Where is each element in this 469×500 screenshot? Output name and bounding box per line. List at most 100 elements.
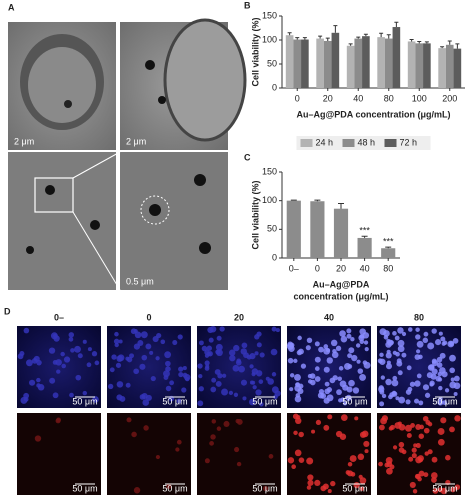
column-label: 80 <box>414 312 424 322</box>
cell-dot <box>397 327 404 334</box>
cell-dot <box>414 380 421 387</box>
cell-dot <box>223 420 230 427</box>
fluorescence-image <box>17 413 101 495</box>
bar <box>323 40 332 88</box>
cell-dot <box>182 366 187 371</box>
cell-dot <box>248 398 256 406</box>
cell-dot <box>314 356 321 363</box>
cell-dot <box>364 449 369 454</box>
cell-dot <box>289 387 294 392</box>
cell-dot <box>77 353 83 359</box>
cell-dot <box>107 383 114 390</box>
cell-dot <box>216 349 223 357</box>
cell-dot <box>346 328 352 334</box>
cell-dot <box>444 388 450 393</box>
cell-dot <box>439 352 446 359</box>
cell-dot <box>345 470 351 475</box>
cell-dot <box>165 385 172 392</box>
cell-dot <box>350 337 355 342</box>
cell-dot <box>348 379 355 387</box>
error-bar <box>424 41 429 44</box>
cell-dot <box>74 345 81 353</box>
cell-dot <box>412 489 418 494</box>
cell-dot <box>75 374 82 381</box>
cell-dot <box>347 353 352 359</box>
highlight <box>140 195 170 225</box>
cell-dot <box>416 349 421 354</box>
cell-dot <box>117 354 125 362</box>
cell-dot <box>401 331 407 337</box>
cell-dot <box>271 386 279 394</box>
error-bar <box>302 37 307 40</box>
cell-dot <box>320 485 327 492</box>
panel-label: A <box>8 2 15 12</box>
cell-dot <box>380 375 385 380</box>
cell-dot <box>406 432 412 439</box>
y-tick-label: 50 <box>267 224 277 234</box>
cell-dot <box>307 373 313 379</box>
cell-dot <box>378 461 383 467</box>
cell-dot <box>25 359 33 367</box>
cell-dot <box>307 479 314 486</box>
cell-dot <box>432 488 439 494</box>
cell-dot <box>415 424 422 430</box>
cell-dot <box>307 474 314 481</box>
cell-dot <box>36 377 41 383</box>
bar <box>453 48 462 88</box>
cell-dot <box>235 418 240 424</box>
cell-dot <box>176 439 182 445</box>
cell-dot <box>178 366 184 372</box>
legend-label: 72 h <box>400 137 418 147</box>
cell-dot <box>383 330 390 337</box>
x-tick-label: 80 <box>384 93 394 103</box>
cell-dot <box>116 381 124 388</box>
cell-dot <box>216 335 222 341</box>
cell-dot <box>343 401 348 406</box>
cell-dot <box>401 449 407 455</box>
scale-bar-label: 50 μm <box>252 483 277 493</box>
cell-dot <box>409 481 416 488</box>
cell-dot <box>392 445 398 450</box>
bar <box>301 39 309 88</box>
particle <box>90 220 100 230</box>
cell-dot <box>380 417 388 425</box>
cell-dot <box>352 387 360 394</box>
bar <box>415 43 424 88</box>
cell-dot <box>163 370 170 378</box>
cell-dot <box>418 400 424 406</box>
scale-bar-label: 2 μm <box>14 136 34 146</box>
cell-dot <box>222 373 227 378</box>
particle <box>199 242 211 254</box>
cell-dot <box>431 328 437 334</box>
bar <box>310 201 325 258</box>
cell-dot <box>155 356 160 361</box>
cell-dot <box>143 425 149 431</box>
cell-dot <box>323 344 329 349</box>
bar <box>445 44 454 88</box>
cell-dot <box>242 396 247 401</box>
cell-dot <box>417 476 422 482</box>
legend-label: 48 h <box>358 137 376 147</box>
cell-dot <box>395 351 400 357</box>
cell-dot <box>175 447 180 452</box>
cell-dot <box>215 343 223 351</box>
micrographs: 2 μm 2 μm 0.5 μm <box>8 18 247 291</box>
cell-dot <box>169 380 175 386</box>
error-bar <box>417 40 422 44</box>
error-bar <box>440 46 445 49</box>
cell-dot <box>363 361 371 369</box>
cell-dot <box>449 354 456 362</box>
x-tick-label: 80 <box>383 263 393 273</box>
x-tick-label: 0 <box>295 93 300 103</box>
cell-dot <box>198 373 203 379</box>
cell-dot <box>326 357 333 364</box>
cell-dot <box>429 380 435 386</box>
cell-dot <box>206 345 213 351</box>
scale-bar-label: 50 μm <box>72 483 97 493</box>
cell-dot <box>363 440 370 447</box>
cell-dot <box>291 464 296 470</box>
cell-dot <box>323 424 330 431</box>
cell-dot <box>347 461 353 467</box>
cell-dot <box>68 332 75 338</box>
cell-dot <box>240 379 248 386</box>
